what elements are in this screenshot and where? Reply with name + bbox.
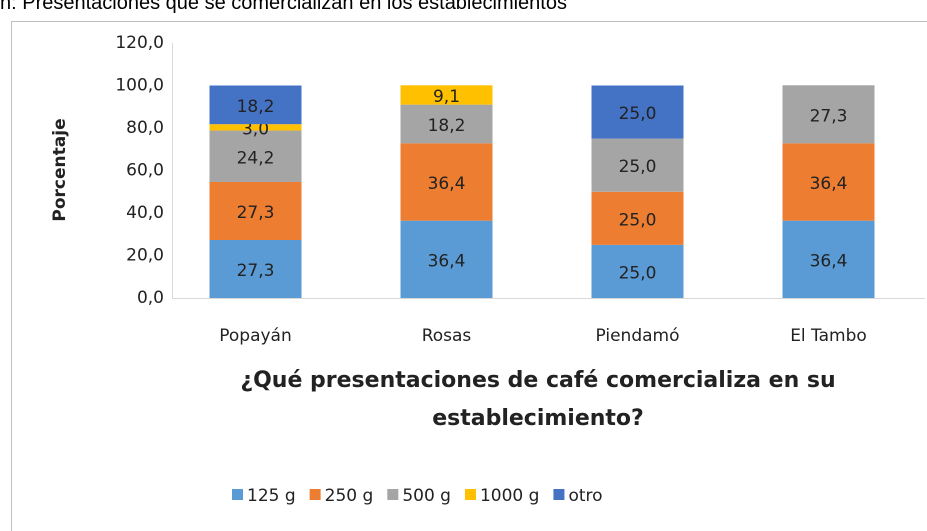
data-label: 27,3 <box>810 106 848 126</box>
legend-swatch <box>232 489 243 500</box>
x-tick-label: El Tambo <box>790 326 867 346</box>
y-tick-label: 80,0 <box>126 118 164 138</box>
data-label: 18,2 <box>428 116 466 136</box>
bar-segment <box>209 85 302 125</box>
bar-segment <box>209 239 302 298</box>
data-label: 25,0 <box>619 263 657 283</box>
bar-segment <box>209 130 302 182</box>
data-label: 36,4 <box>810 251 848 271</box>
legend-swatch <box>553 489 565 500</box>
bar-segment <box>400 85 493 105</box>
bar-segment <box>591 244 684 298</box>
y-tick-label: 120,0 <box>115 33 164 53</box>
y-tick-label: 20,0 <box>126 246 164 266</box>
bar-segment <box>782 220 875 298</box>
bar-segment <box>591 85 684 139</box>
data-label: 25,0 <box>619 157 657 177</box>
caption: n: Presentaciones que se comercializan e… <box>0 0 567 14</box>
data-label: 36,4 <box>810 174 848 194</box>
legend-label: otro <box>568 486 602 506</box>
data-label: 36,4 <box>428 251 466 271</box>
y-axis-title: Porcentaje <box>50 118 70 221</box>
data-label: 9,1 <box>433 87 460 107</box>
y-tick-label: 60,0 <box>126 161 164 181</box>
data-label: 25,0 <box>619 104 657 124</box>
bar-segment <box>400 220 493 298</box>
legend-label: 500 g <box>402 486 451 506</box>
data-label: 36,4 <box>428 174 466 194</box>
chart-frame <box>11 21 927 531</box>
data-label: 24,2 <box>237 148 275 168</box>
legend-label: 1000 g <box>480 486 539 506</box>
data-label: 3,0 <box>242 119 269 139</box>
y-tick-label: 0,0 <box>137 288 164 308</box>
bar-segment <box>209 124 302 131</box>
bar-segment <box>782 143 875 221</box>
legend-swatch <box>387 489 399 500</box>
x-tick-label: Piendamó <box>595 326 679 346</box>
data-label: 25,0 <box>619 210 657 230</box>
bar-segment <box>591 191 684 245</box>
bar-segment <box>591 138 684 192</box>
data-label: 27,3 <box>237 261 275 281</box>
x-tick-label: Rosas <box>422 326 472 346</box>
x-axis-title: ¿Qué presentaciones de café comercializa… <box>240 368 836 431</box>
bar-segment <box>400 104 493 144</box>
y-tick-label: 40,0 <box>126 203 164 223</box>
legend-swatch <box>464 489 476 500</box>
y-tick-label: 100,0 <box>115 76 164 96</box>
bar-segment <box>782 85 875 144</box>
data-label: 27,3 <box>237 203 275 223</box>
legend-swatch <box>309 489 321 500</box>
legend-label: 250 g <box>325 486 374 506</box>
data-label: 18,2 <box>237 97 275 117</box>
x-tick-label: Popayán <box>219 326 292 346</box>
bar-segment <box>400 143 493 221</box>
bar-segment <box>209 181 302 240</box>
legend-label: 125 g <box>247 486 296 506</box>
